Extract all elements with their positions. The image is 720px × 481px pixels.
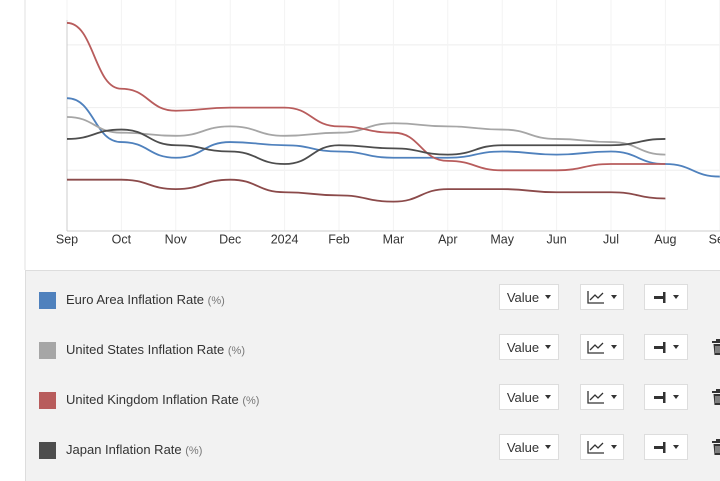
- series-unit: (%): [207, 295, 225, 307]
- chart-type-dropdown[interactable]: [580, 384, 624, 410]
- series-panel: Euro Area Inflation Rate (%) Value United …: [25, 270, 720, 481]
- x-tick-label: Mar: [383, 232, 405, 246]
- series-name: United Kingdom Inflation Rate: [66, 392, 239, 407]
- series-unit: (%): [242, 395, 260, 407]
- x-tick-label: Sep: [709, 232, 720, 246]
- x-tick-label: May: [490, 232, 514, 246]
- x-tick-label: Dec: [219, 232, 241, 246]
- series-row: Euro Area Inflation Rate (%) Value: [26, 284, 720, 314]
- color-swatch: [39, 292, 56, 309]
- delete-button[interactable]: [712, 439, 720, 460]
- color-swatch: [39, 392, 56, 409]
- series-line: [66, 22, 666, 172]
- chart: Sep Oct Nov Dec 2024 Feb Mar Apr May Jun Jul Aug Sep: [24, 0, 720, 270]
- color-swatch: [39, 342, 56, 359]
- x-tick-label: Aug: [654, 232, 676, 246]
- axis-dropdown[interactable]: [644, 384, 688, 410]
- delete-button[interactable]: [712, 339, 720, 360]
- x-tick-label: Jun: [547, 232, 567, 246]
- series-line: [67, 178, 666, 203]
- axis-dropdown[interactable]: [644, 434, 688, 460]
- x-tick-label: Apr: [438, 232, 457, 246]
- series-unit: (%): [227, 345, 245, 357]
- color-swatch: [39, 442, 56, 459]
- chart-type-dropdown[interactable]: [580, 284, 624, 310]
- value-label: Value: [506, 289, 540, 305]
- value-label: Value: [506, 389, 540, 405]
- series-unit: (%): [185, 445, 203, 457]
- value-label: Value: [506, 439, 540, 455]
- value-dropdown[interactable]: Value: [499, 434, 559, 460]
- series-row: United Kingdom Inflation Rate (%) Value: [26, 384, 720, 414]
- series-name: Japan Inflation Rate: [66, 442, 182, 457]
- x-tick-label: 2024: [271, 232, 299, 246]
- series-label: United States Inflation Rate (%): [66, 342, 245, 357]
- series-name: United States Inflation Rate: [66, 342, 225, 357]
- chart-type-dropdown[interactable]: [580, 434, 624, 460]
- series-label: United Kingdom Inflation Rate (%): [66, 392, 259, 407]
- axis-dropdown[interactable]: [644, 334, 688, 360]
- value-dropdown[interactable]: Value: [499, 284, 559, 310]
- axis-dropdown[interactable]: [644, 284, 688, 310]
- series-label: Japan Inflation Rate (%): [66, 442, 202, 457]
- series-line: [66, 128, 666, 165]
- value-label: Value: [506, 339, 540, 355]
- value-dropdown[interactable]: Value: [499, 334, 559, 360]
- value-dropdown[interactable]: Value: [499, 384, 559, 410]
- x-tick-label: Sep: [56, 232, 78, 246]
- chart-type-dropdown[interactable]: [580, 334, 624, 360]
- series-line: [66, 116, 666, 156]
- x-tick-label: Jul: [603, 232, 619, 246]
- delete-button[interactable]: [712, 389, 720, 410]
- series-label: Euro Area Inflation Rate (%): [66, 292, 225, 307]
- series-row: United States Inflation Rate (%) Value: [26, 334, 720, 364]
- x-tick-label: Oct: [112, 232, 132, 246]
- series-line: [66, 97, 720, 178]
- x-tick-label: Feb: [328, 232, 350, 246]
- x-tick-label: Nov: [165, 232, 188, 246]
- series-row: Japan Inflation Rate (%) Value: [26, 434, 720, 464]
- series-name: Euro Area Inflation Rate: [66, 292, 205, 307]
